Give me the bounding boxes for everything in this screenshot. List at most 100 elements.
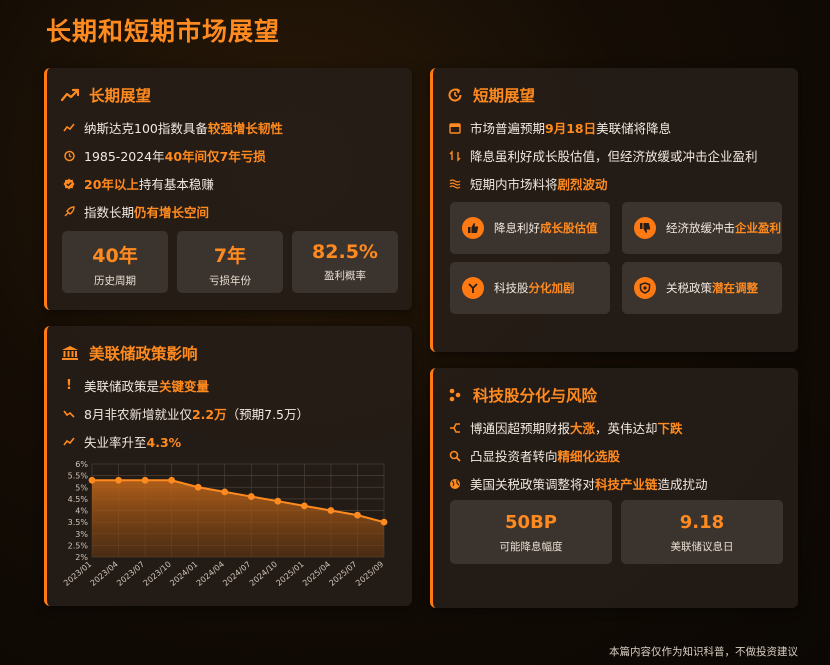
x-tick-label: 2024/01 [168, 560, 199, 588]
stat-fomc-date: 9.18 美联储议息日 [621, 500, 783, 564]
data-point [194, 483, 202, 491]
page-title: 长期和短期市场展望 [46, 17, 281, 46]
line-text: 短期内市场料将 [470, 177, 558, 192]
tile-highlight: 成长股估值 [540, 221, 598, 235]
line-text: 美联储政策是 [84, 379, 160, 394]
short-term-line-1: 市场普遍预期9月18日美联储将降息 [449, 118, 671, 137]
tech-line-3: 美国关税政策调整将对科技产业链造成扰动 [449, 474, 708, 493]
line-highlight: 科技产业链 [595, 477, 658, 492]
line-highlight: 40年间仅7年亏损 [164, 149, 266, 164]
stat-value: 40年 [92, 245, 138, 267]
line-text: 造成扰动 [657, 477, 708, 492]
refresh-clock-icon [448, 88, 462, 102]
x-tick-label: 2025/01 [274, 560, 305, 588]
line-text: 8月非农新增就业仅 [84, 407, 192, 422]
long-term-line-1: 纳斯达克100指数具备较强增长韧性 [63, 118, 283, 137]
fed-title: 美联储政策影响 [89, 345, 198, 363]
x-tick-label: 2024/04 [195, 560, 226, 588]
line-text: 持有基本稳赚 [138, 177, 214, 192]
line-text: ，英伟达却 [595, 421, 658, 436]
data-point [221, 488, 229, 496]
line-text: 市场普遍预期 [470, 121, 546, 136]
data-point [300, 502, 308, 510]
line-highlight: 精细化选股 [557, 449, 621, 464]
fed-policy-card: 美联储政策影响 ! 美联储政策是关键变量 8月非农新增就业仅2.2万（预期7.5… [44, 326, 412, 606]
y-tick-label: 3% [75, 530, 88, 539]
unemployment-chart: 2% 2.5% 3% 3.5% 4% 4.5% 5% 5.5% 6% 2023/012023/04… [62, 460, 388, 588]
line-text: 降息虽利好成长股估值，但经济放缓或冲击企业盈利 [470, 149, 758, 164]
long-term-card: 长期展望 纳斯达克100指数具备较强增长韧性 1985-2024年40年间仅7年… [44, 68, 412, 310]
x-tick-label: 2024/07 [221, 560, 252, 588]
data-point [274, 497, 282, 505]
data-point [115, 476, 122, 484]
tile-text: 关税政策 [666, 281, 712, 295]
data-point [327, 507, 335, 514]
line-highlight: 较强增长韧性 [207, 121, 283, 136]
data-point [380, 518, 388, 526]
line-highlight: 大涨 [570, 421, 596, 436]
thumbs-down-icon [634, 217, 656, 239]
series-line [92, 479, 385, 524]
stat-label: 历史周期 [94, 275, 136, 287]
x-tick-label: 2023/10 [142, 560, 173, 588]
short-term-header: 短期展望 [447, 84, 535, 106]
stat-label: 亏损年份 [209, 275, 251, 287]
tile-highlight: 企业盈利 [735, 221, 781, 235]
line-highlight: 仍有增长空间 [134, 205, 210, 220]
stat-profit-probability: 82.5% 盈利概率 [292, 231, 398, 293]
x-tick-label: 2023/07 [115, 560, 146, 588]
line-highlight: 2.2万 [191, 407, 227, 422]
line-highlight: 关键变量 [159, 379, 210, 394]
tech-title: 科技股分化与风险 [473, 387, 598, 405]
long-term-title: 长期展望 [89, 87, 152, 105]
data-point [354, 511, 361, 519]
wave-icon [449, 178, 461, 190]
y-tick-label: 5.5% [68, 472, 89, 481]
data-point [88, 476, 96, 484]
long-term-line-2: 1985-2024年40年间仅7年亏损 [63, 146, 266, 165]
stat-history-period: 40年 历史周期 [62, 231, 168, 293]
split-arrow-icon [449, 422, 461, 434]
y-tick-label: 4.5% [68, 495, 89, 504]
line-text: 纳斯达克100指数具备 [84, 121, 208, 136]
shield-icon [634, 277, 656, 299]
line-highlight: 4.3% [146, 435, 182, 450]
stat-value: 9.18 [679, 512, 725, 533]
fork-icon [462, 277, 484, 299]
x-tick-label: 2023/04 [89, 560, 120, 588]
tech-line-1: 博通因超预期财报大涨，英伟达却下跌 [449, 418, 683, 437]
tech-header: 科技股分化与风险 [447, 384, 597, 406]
tech-line-2: 凸显投资者转向精细化选股 [449, 446, 620, 465]
thumbs-up-icon [462, 217, 484, 239]
stat-label: 美联储议息日 [670, 541, 734, 553]
data-point [247, 493, 255, 500]
x-tick-label: 2024/10 [248, 560, 279, 588]
trend-up-icon [63, 436, 75, 448]
calendar-icon [449, 122, 461, 134]
tech-risk-card: 科技股分化与风险 博通因超预期财报大涨，英伟达却下跌 凸显投资者转向精细化选股 … [430, 368, 798, 608]
short-term-line-3: 短期内市场料将剧烈波动 [449, 174, 608, 193]
line-text: （预期7.5万） [226, 407, 310, 422]
line-text: 美联储将降息 [596, 121, 672, 136]
line-text: 美国关税政策调整将对 [470, 477, 596, 492]
line-highlight: 9月18日 [545, 121, 597, 136]
fed-header: 美联储政策影响 [61, 342, 198, 364]
globe-icon [449, 478, 461, 490]
line-text: 博通因超预期财报 [470, 421, 571, 436]
x-tick-label: 2023/01 [62, 560, 93, 588]
short-term-card: 短期展望 市场普遍预期9月18日美联储将降息 降息虽利好成长股估值，但经济放缓或… [430, 68, 798, 352]
line-text: 凸显投资者转向 [470, 449, 558, 464]
tile-tech-divergence: 科技股分化加剧 [450, 262, 610, 314]
badge-check-icon [63, 178, 75, 190]
bank-icon [62, 346, 78, 360]
long-term-line-4: 指数长期仍有增长空间 [63, 202, 209, 221]
y-tick-label: 6% [75, 460, 88, 469]
line-highlight: 下跌 [657, 421, 683, 436]
tile-highlight: 分化加剧 [528, 281, 575, 295]
tile-text: 降息利好 [494, 221, 540, 235]
y-tick-label: 3.5% [68, 518, 89, 527]
tile-economy-slowdown: 经济放缓冲击企业盈利 [622, 202, 782, 254]
chart-line-icon [63, 122, 75, 134]
stat-value: 7年 [213, 245, 247, 267]
stat-label: 可能降息幅度 [499, 541, 563, 553]
